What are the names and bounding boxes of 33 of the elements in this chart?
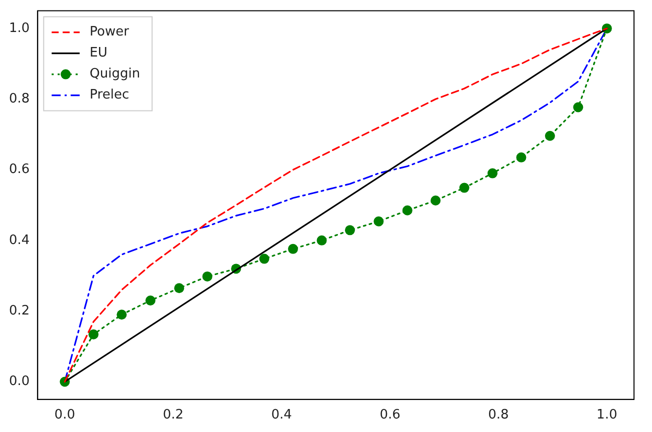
- point: [459, 182, 470, 193]
- y-tick-label: 0.8: [8, 91, 30, 106]
- legend-label: Power: [90, 24, 130, 40]
- x-tick-label: 0.8: [488, 408, 509, 423]
- point: [116, 310, 127, 320]
- point: [202, 271, 212, 282]
- point: [88, 329, 99, 340]
- point: [344, 225, 355, 236]
- point: [316, 235, 327, 246]
- x-tick-label: 1.0: [596, 408, 618, 423]
- legend-label: Quiggin: [90, 66, 140, 82]
- y-tick-label: 1.0: [8, 20, 30, 36]
- point: [288, 244, 298, 254]
- point: [516, 152, 526, 162]
- y-tick-label: 0.2: [8, 303, 30, 318]
- point: [145, 295, 156, 306]
- legend-label: Prelec: [90, 88, 130, 103]
- y-tick-label: 0.4: [8, 232, 30, 248]
- x-tick-label: 0.4: [271, 408, 292, 423]
- point: [374, 216, 384, 226]
- legend-label: EU: [90, 46, 108, 61]
- point: [174, 283, 184, 294]
- point: [430, 196, 441, 206]
- x-tick-label: 0.0: [54, 408, 76, 423]
- point: [402, 205, 412, 216]
- point: [573, 102, 584, 112]
- point: [259, 254, 270, 264]
- x-tick-label: 0.2: [162, 408, 184, 423]
- x-tick-label: 0.6: [380, 408, 400, 423]
- y-tick-label: 0.0: [8, 374, 30, 390]
- point: [488, 168, 498, 178]
- y-tick-label: 0.6: [8, 162, 30, 178]
- point: [544, 130, 555, 141]
